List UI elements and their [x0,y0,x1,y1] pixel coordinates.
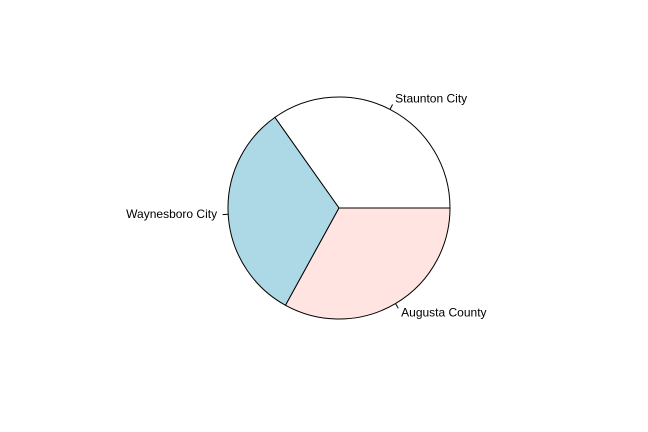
pie-slice-augusta-county [284,207,451,320]
slice-labels: Staunton City Waynesboro City Augusta Coun… [126,92,486,320]
leader-line-augusta-county [395,303,399,309]
slice-label-waynesboro-city: Waynesboro City [126,207,217,221]
leader-line-staunton-city [389,104,394,110]
label-leader-lines [222,104,399,309]
slice-label-staunton-city: Staunton City [395,92,467,106]
pie-slices [227,96,451,320]
slice-label-augusta-county: Augusta County [401,305,486,319]
